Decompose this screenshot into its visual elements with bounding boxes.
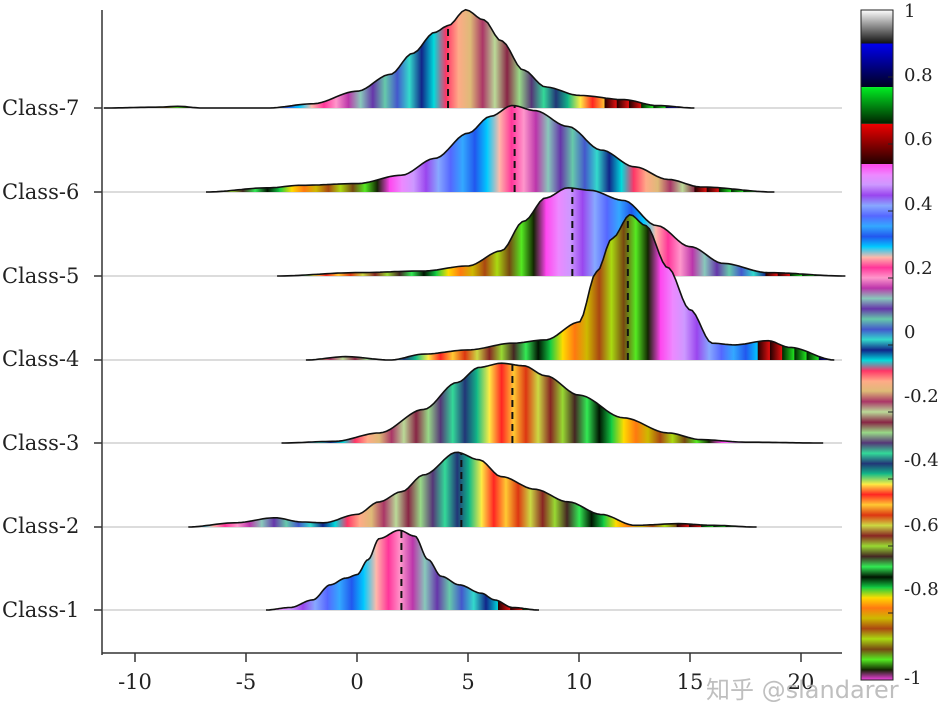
density-outline (281, 362, 824, 444)
colorbar-stripe (861, 236, 893, 248)
y-label-class-1: Class-1 (2, 598, 80, 622)
colorbar-stripe (861, 649, 893, 660)
colorbar-stripe (861, 566, 893, 578)
colorbar-segment (861, 123, 893, 165)
colorbar (860, 9, 894, 681)
colorbar-stripe (861, 442, 893, 454)
colorbar-stripe (861, 432, 893, 444)
colorbar-stripe (861, 411, 893, 423)
colorbar-stripe (861, 556, 893, 568)
colorbar-label: 0.6 (904, 129, 933, 150)
colorbar-stripe (861, 246, 893, 258)
x-label: -5 (235, 670, 257, 694)
x-label: 0 (350, 670, 364, 694)
colorbar-stripe (861, 525, 893, 537)
x-label: -10 (118, 670, 152, 694)
y-label-class-5: Class-5 (2, 264, 80, 288)
x-label: 15 (676, 670, 704, 694)
colorbar-stripe (861, 453, 893, 464)
colorbar-stripe (861, 422, 893, 433)
colorbar-label: 0.2 (904, 258, 933, 279)
colorbar-segment (861, 87, 893, 124)
colorbar-stripe (861, 184, 893, 196)
colorbar-stripe (861, 473, 893, 485)
colorbar-segment (861, 43, 893, 88)
colorbar-stripe (861, 370, 893, 382)
colorbar-label: 0 (904, 322, 916, 343)
colorbar-stripe (861, 545, 893, 557)
colorbar-label: 0.4 (904, 194, 933, 215)
y-label-class-7: Class-7 (2, 96, 80, 120)
x-ticks (134, 653, 802, 662)
colorbar-stripe (861, 277, 893, 289)
colorbar-stripe (861, 597, 893, 609)
density-outline (305, 213, 835, 361)
density-outline (103, 8, 695, 109)
colorbar-stripe (861, 318, 893, 330)
colorbar-stripe (861, 298, 893, 310)
colorbar-stripe (861, 463, 893, 475)
colorbar-segment (861, 10, 893, 44)
colorbar-stripe (861, 504, 893, 516)
colorbar-stripe (861, 380, 893, 392)
colorbar-stripe (861, 226, 893, 237)
colorbar-stripe (861, 401, 893, 413)
density-outline (277, 186, 846, 277)
watermark: 知乎 @slandarer (706, 676, 899, 704)
colorbar-stripe (861, 174, 893, 186)
colorbar-stripe (861, 349, 893, 361)
colorbar-label: 1 (904, 1, 916, 22)
colorbar-stripe (861, 205, 893, 217)
y-label-class-4: Class-4 (2, 347, 80, 371)
colorbar-stripe (861, 659, 893, 671)
x-label: 10 (565, 670, 593, 694)
colorbar-stripe (861, 576, 893, 588)
colorbar-stripe (861, 308, 893, 320)
colorbar-stripe (861, 164, 893, 175)
colorbar-stripe (861, 483, 893, 495)
y-label-class-2: Class-2 (2, 514, 80, 538)
colorbar-stripe (861, 195, 893, 206)
colorbar-stripe (861, 329, 893, 341)
colorbar-label: -0.6 (904, 515, 939, 536)
colorbar-stripe (861, 535, 893, 547)
density-ridges (103, 8, 846, 611)
ridge-class-7 (103, 8, 695, 109)
colorbar-stripe (861, 587, 893, 598)
colorbar-label: -0.4 (904, 450, 939, 471)
colorbar-stripe (861, 267, 893, 279)
colorbar-stripe (861, 215, 893, 227)
colorbar-label: -0.2 (904, 386, 939, 407)
colorbar-stripe (861, 669, 893, 681)
y-label-class-3: Class-3 (2, 431, 80, 455)
density-outline (188, 451, 757, 528)
axes (94, 10, 842, 662)
colorbar-stripe (861, 618, 893, 629)
y-label-class-6: Class-6 (2, 180, 80, 204)
density-outline (266, 529, 539, 611)
density-outline (206, 104, 775, 193)
colorbar-label: -0.8 (904, 579, 939, 600)
x-label: 5 (461, 670, 475, 694)
ridge-stripes (103, 9, 695, 108)
colorbar-stripe (861, 391, 893, 402)
y-ticks (94, 107, 102, 611)
colorbar-stripe (861, 494, 893, 506)
x-label: 20 (787, 670, 815, 694)
colorbar-stripe (861, 638, 893, 650)
colorbar-stripe (861, 287, 893, 299)
colorbar-label: -1 (904, 668, 922, 689)
colorbar-stripe (861, 628, 893, 640)
colorbar-stripe (861, 360, 893, 371)
colorbar-stripe (861, 339, 893, 351)
colorbar-stripe (861, 514, 893, 526)
colorbar-label: 0.8 (904, 65, 933, 86)
colorbar-stripe (861, 607, 893, 619)
colorbar-stripe (861, 256, 893, 268)
